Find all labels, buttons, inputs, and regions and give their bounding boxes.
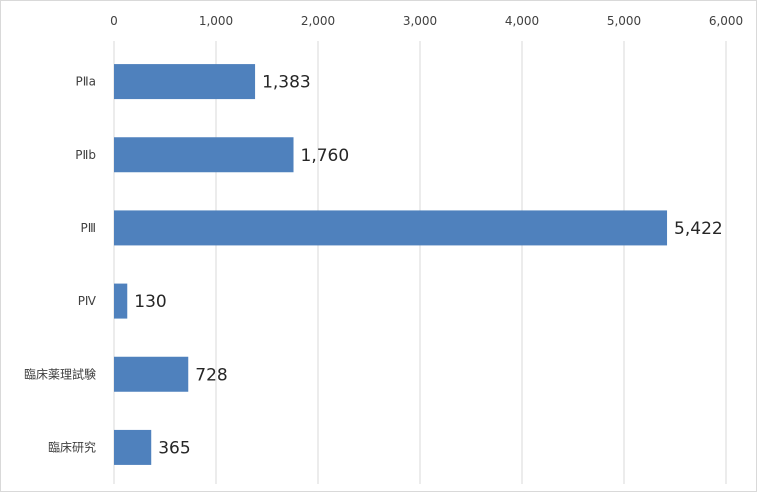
bars xyxy=(114,64,668,465)
bar xyxy=(114,283,128,319)
x-axis-tick-labels: 0 1,000 2,000 3,000 4,000 5,000 6,000 xyxy=(110,14,743,28)
category-label: PⅡa xyxy=(76,75,97,89)
bar xyxy=(114,137,294,173)
data-label: 1,383 xyxy=(262,73,311,93)
data-labels: 1,383 1,760 5,422 130 728 365 xyxy=(134,73,722,459)
data-label: 365 xyxy=(158,438,190,458)
category-label: PⅡb xyxy=(75,148,96,162)
bar xyxy=(114,429,152,465)
gridlines xyxy=(113,41,727,484)
data-label: 728 xyxy=(195,365,227,385)
x-tick-label: 3,000 xyxy=(403,14,437,28)
bar xyxy=(114,210,668,246)
data-label: 1,760 xyxy=(301,146,350,166)
bar xyxy=(114,356,189,392)
x-tick-label: 0 xyxy=(110,14,118,28)
category-label: PⅢ xyxy=(80,221,96,235)
data-label: 5,422 xyxy=(674,219,723,239)
x-tick-label: 2,000 xyxy=(301,14,335,28)
data-label: 130 xyxy=(134,292,166,312)
bar xyxy=(114,64,256,100)
x-tick-label: 6,000 xyxy=(709,14,743,28)
category-label: 臨床薬理試験 xyxy=(24,366,96,381)
category-label: 臨床研究 xyxy=(48,439,96,454)
x-tick-label: 1,000 xyxy=(199,14,233,28)
category-label: PⅣ xyxy=(78,294,96,308)
x-tick-label: 4,000 xyxy=(505,14,539,28)
x-tick-label: 5,000 xyxy=(607,14,641,28)
